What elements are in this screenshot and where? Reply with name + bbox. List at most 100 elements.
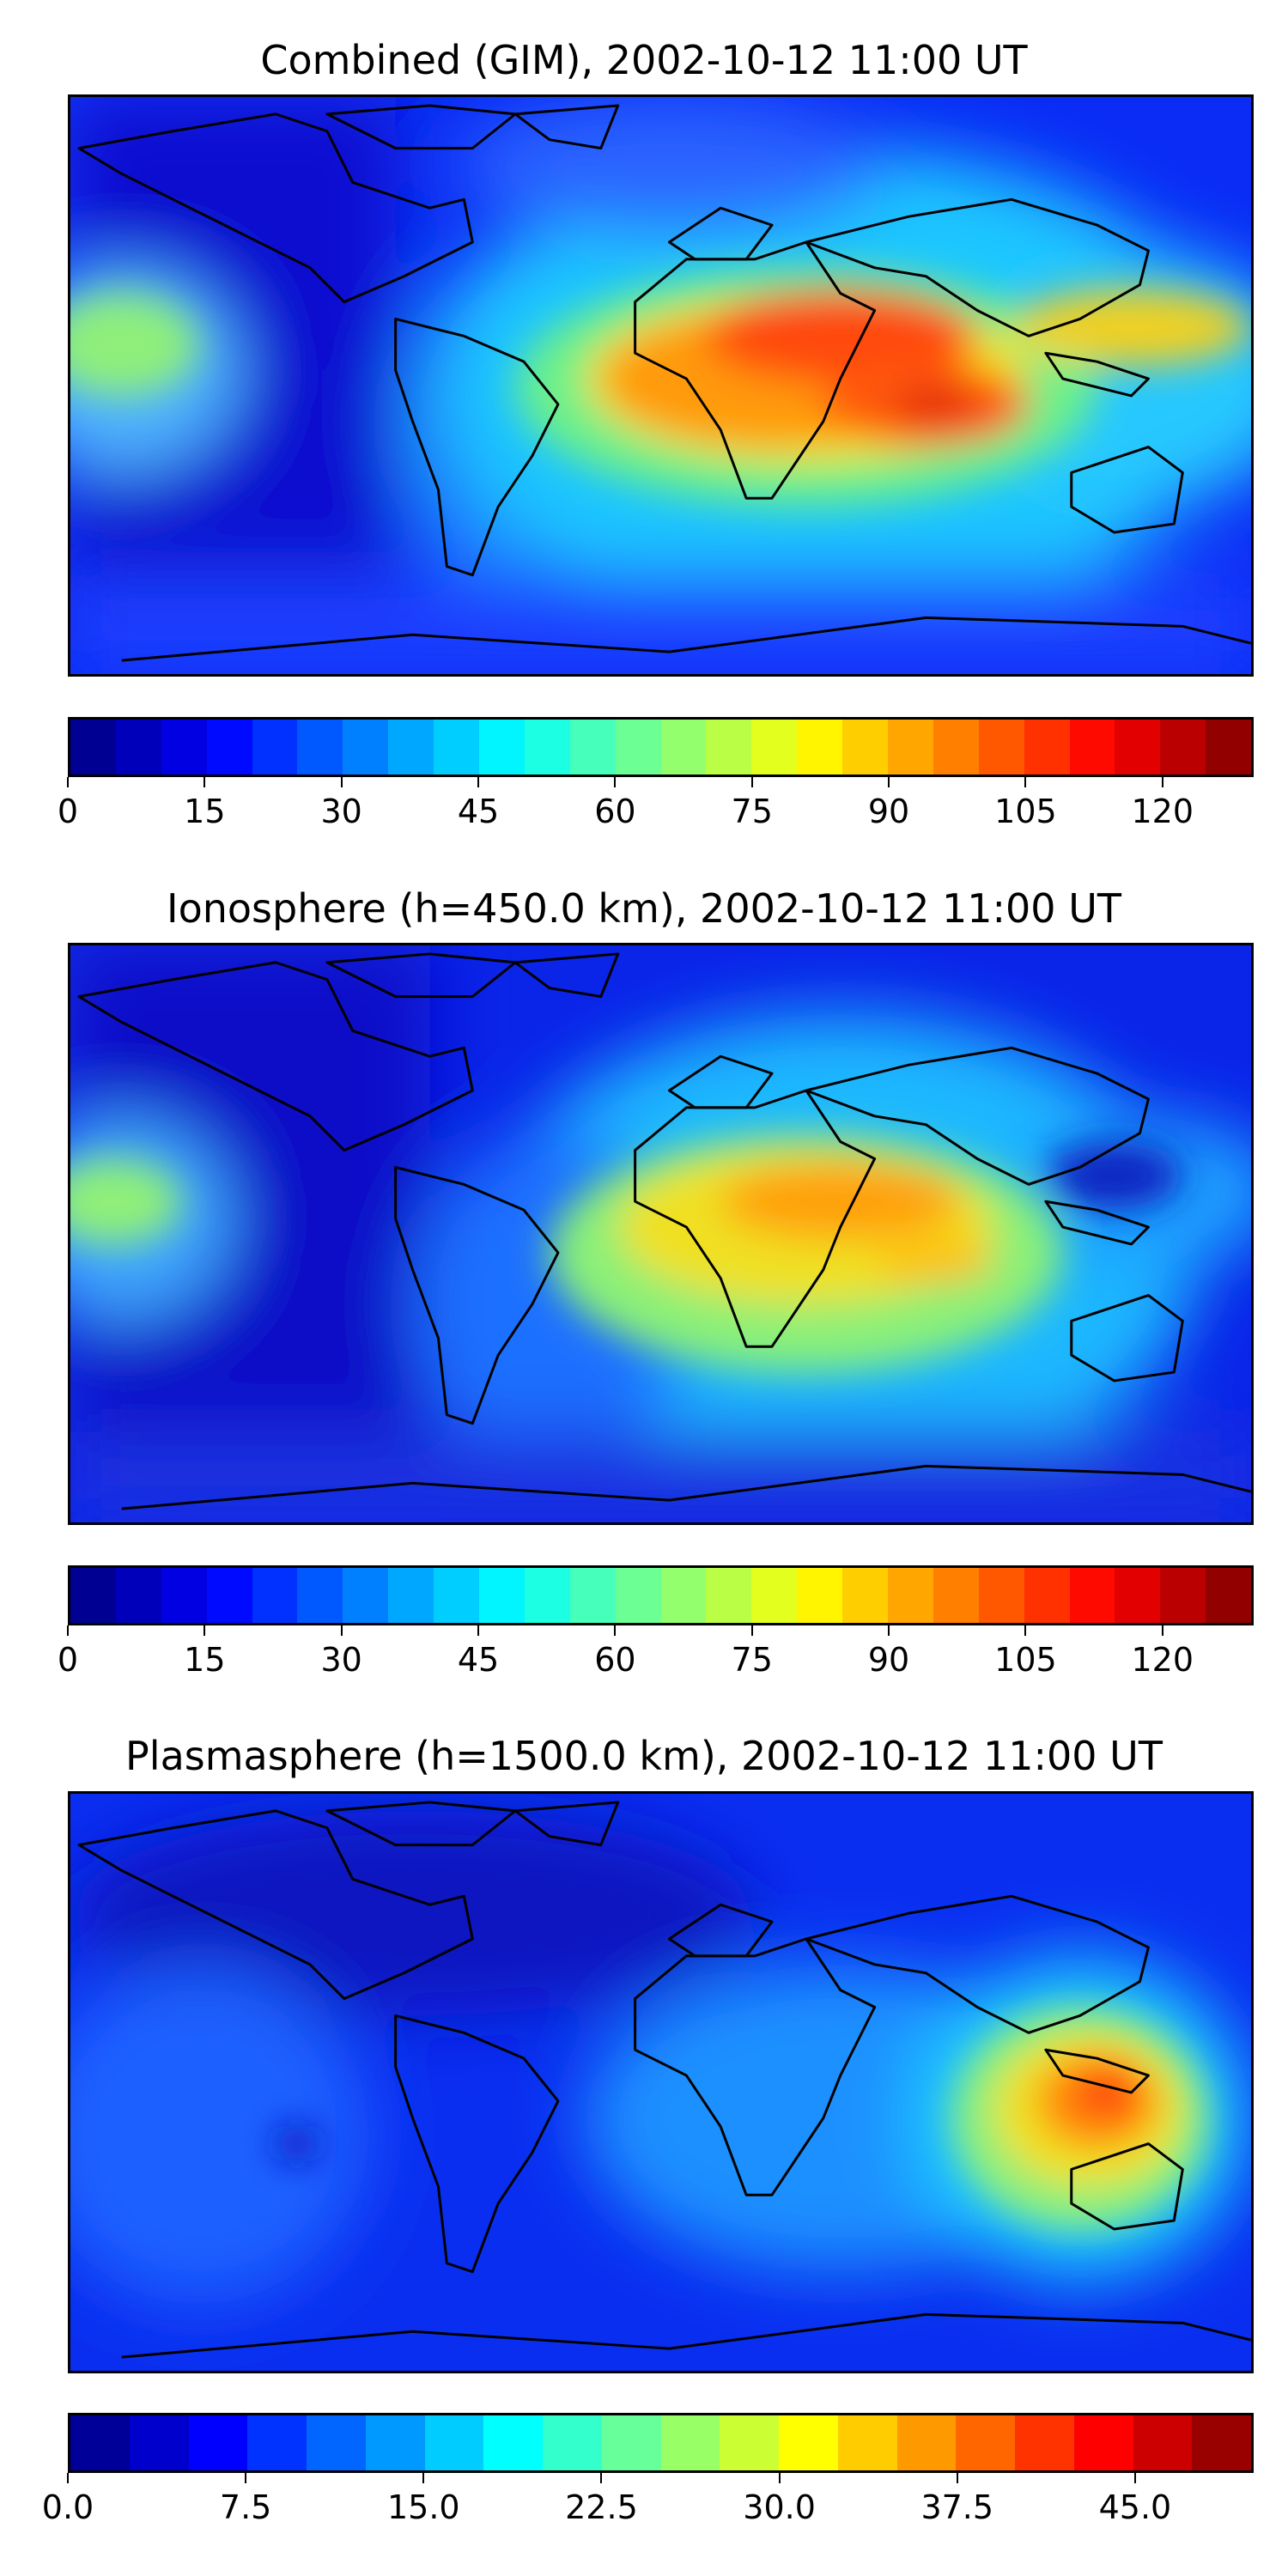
- colorbar-segment: [188, 2415, 248, 2470]
- coastlines: [77, 1801, 1251, 2359]
- colorbar-tick: [67, 1625, 69, 1636]
- colorbar-segment: [978, 720, 1024, 775]
- colorbar-segment: [797, 1568, 843, 1623]
- colorbar-tick-label: 15: [184, 793, 226, 830]
- colorbar-tick-label: 45: [457, 793, 500, 830]
- colorbar-segment: [524, 1568, 570, 1623]
- colorbar-segment: [896, 2415, 957, 2470]
- colorbar-segment: [161, 720, 207, 775]
- colorbar-tick-label: 105: [994, 1641, 1057, 1679]
- panel-title-plasmasphere: Plasmasphere (h=1500.0 km), 2002-10-12 1…: [125, 1733, 1163, 1779]
- colorbar-segment: [1115, 720, 1161, 775]
- colorbar-segment: [779, 2415, 838, 2470]
- colorbar-segment: [569, 720, 616, 775]
- colorbar-segment: [615, 720, 661, 775]
- colorbar-segment: [888, 1568, 933, 1623]
- colorbar-segment: [1133, 2415, 1193, 2470]
- panel-title-combined: Combined (GIM), 2002-10-12 11:00 UT: [260, 37, 1028, 83]
- colorbar-tick: [422, 2473, 425, 2483]
- colorbar-segment: [307, 2415, 366, 2470]
- colorbar-segment: [1069, 720, 1115, 775]
- colorbar-tick-label: 60: [594, 1641, 636, 1679]
- colorbar-tick: [956, 2473, 958, 2483]
- colorbar-segment: [252, 720, 298, 775]
- map-combined: [68, 94, 1254, 677]
- colorbar-segment: [797, 720, 843, 775]
- colorbar-segment: [115, 1568, 161, 1623]
- colorbar-tick: [67, 777, 69, 787]
- colorbar-tick: [1024, 1625, 1027, 1636]
- map-plasmasphere: [68, 1791, 1254, 2373]
- colorbar-segment: [524, 720, 570, 775]
- colorbar-gradient: [68, 2413, 1254, 2473]
- colorbar-tick: [600, 2473, 603, 2483]
- colorbar-segment: [543, 2415, 602, 2470]
- colorbar-segment: [1015, 2415, 1074, 2470]
- colorbar-segment: [1024, 720, 1070, 775]
- colorbar-tick: [888, 777, 890, 787]
- colorbar-tick: [477, 777, 480, 787]
- colorbar-segment: [837, 2415, 897, 2470]
- colorbar-tick-label: 90: [867, 793, 910, 830]
- colorbar-segment: [842, 720, 889, 775]
- colorbar-segment: [660, 2415, 720, 2470]
- colorbar-segment: [388, 1568, 434, 1623]
- colorbar-tick: [204, 1625, 206, 1636]
- colorbar-plasmasphere: 0.0 7.5 15.0 22.5 30.0 37.5 45.0: [42, 2413, 1254, 2526]
- contour-map-ionosphere: [70, 945, 1251, 1522]
- colorbar-segment: [206, 1568, 252, 1623]
- colorbar-segment: [343, 720, 389, 775]
- colorbar-tick: [204, 777, 206, 787]
- panel-title-ionosphere: Ionosphere (h=450.0 km), 2002-10-12 11:0…: [167, 885, 1121, 932]
- colorbar-tick-label: 0.0: [41, 2488, 94, 2526]
- colorbar-segment: [1069, 1568, 1115, 1623]
- colorbar-segment: [1206, 720, 1252, 775]
- colorbar-segment: [1024, 1568, 1070, 1623]
- colorbar-tick: [1161, 1625, 1163, 1636]
- colorbar-segment: [842, 1568, 889, 1623]
- colorbar-segment: [343, 1568, 389, 1623]
- colorbar-combined: 0 15 30 45 60 75 90 105 120: [58, 717, 1254, 830]
- colorbar-tick-label: 0: [57, 1641, 79, 1679]
- colorbar-segment: [1073, 2415, 1133, 2470]
- colorbar-tick: [750, 1625, 753, 1636]
- colorbar-tick-label: 30: [320, 793, 362, 830]
- colorbar-segment: [365, 2415, 425, 2470]
- colorbar-segment: [115, 720, 161, 775]
- colorbar-tick-label: 45: [457, 1641, 500, 1679]
- colorbar-segment: [751, 720, 798, 775]
- colorbar-segment: [252, 1568, 298, 1623]
- colorbar-tick-label: 15: [184, 1641, 226, 1679]
- colorbar-tick: [778, 2473, 781, 2483]
- colorbar-tick-label: 37.5: [920, 2488, 994, 2526]
- colorbar-tick-label: 22.5: [565, 2488, 638, 2526]
- colorbar-segment: [434, 720, 480, 775]
- colorbar-tick: [750, 777, 753, 787]
- colorbar-segment: [1115, 1568, 1161, 1623]
- map-ionosphere: [68, 943, 1254, 1525]
- colorbar-tick-label: 60: [594, 793, 636, 830]
- colorbar-tick-label: 120: [1131, 1641, 1194, 1679]
- colorbar-tick: [614, 1625, 617, 1636]
- colorbar-segment: [751, 1568, 798, 1623]
- colorbar-segment: [297, 720, 343, 775]
- colorbar-tick: [614, 777, 617, 787]
- contour-map-combined: [70, 97, 1251, 674]
- colorbar-gradient: [68, 717, 1254, 777]
- colorbar-tick-label: 7.5: [219, 2488, 272, 2526]
- colorbar-tick: [1133, 2473, 1136, 2483]
- colorbar-segment: [129, 2415, 189, 2470]
- colorbar-ionosphere: 0 15 30 45 60 75 90 105 120: [58, 1565, 1254, 1679]
- colorbar-tick-label: 30: [320, 1641, 362, 1679]
- colorbar-segment: [569, 1568, 616, 1623]
- colorbar-segment: [70, 720, 116, 775]
- colorbar-tick: [888, 1625, 890, 1636]
- colorbar-segment: [978, 1568, 1024, 1623]
- colorbar-tick-label: 0: [57, 793, 79, 830]
- colorbar-segment: [933, 720, 979, 775]
- coastlines: [77, 104, 1251, 662]
- colorbar-tick: [1024, 777, 1027, 787]
- colorbar-segment: [424, 2415, 484, 2470]
- colorbar-segment: [660, 1568, 707, 1623]
- colorbar-tick-label: 30.0: [743, 2488, 816, 2526]
